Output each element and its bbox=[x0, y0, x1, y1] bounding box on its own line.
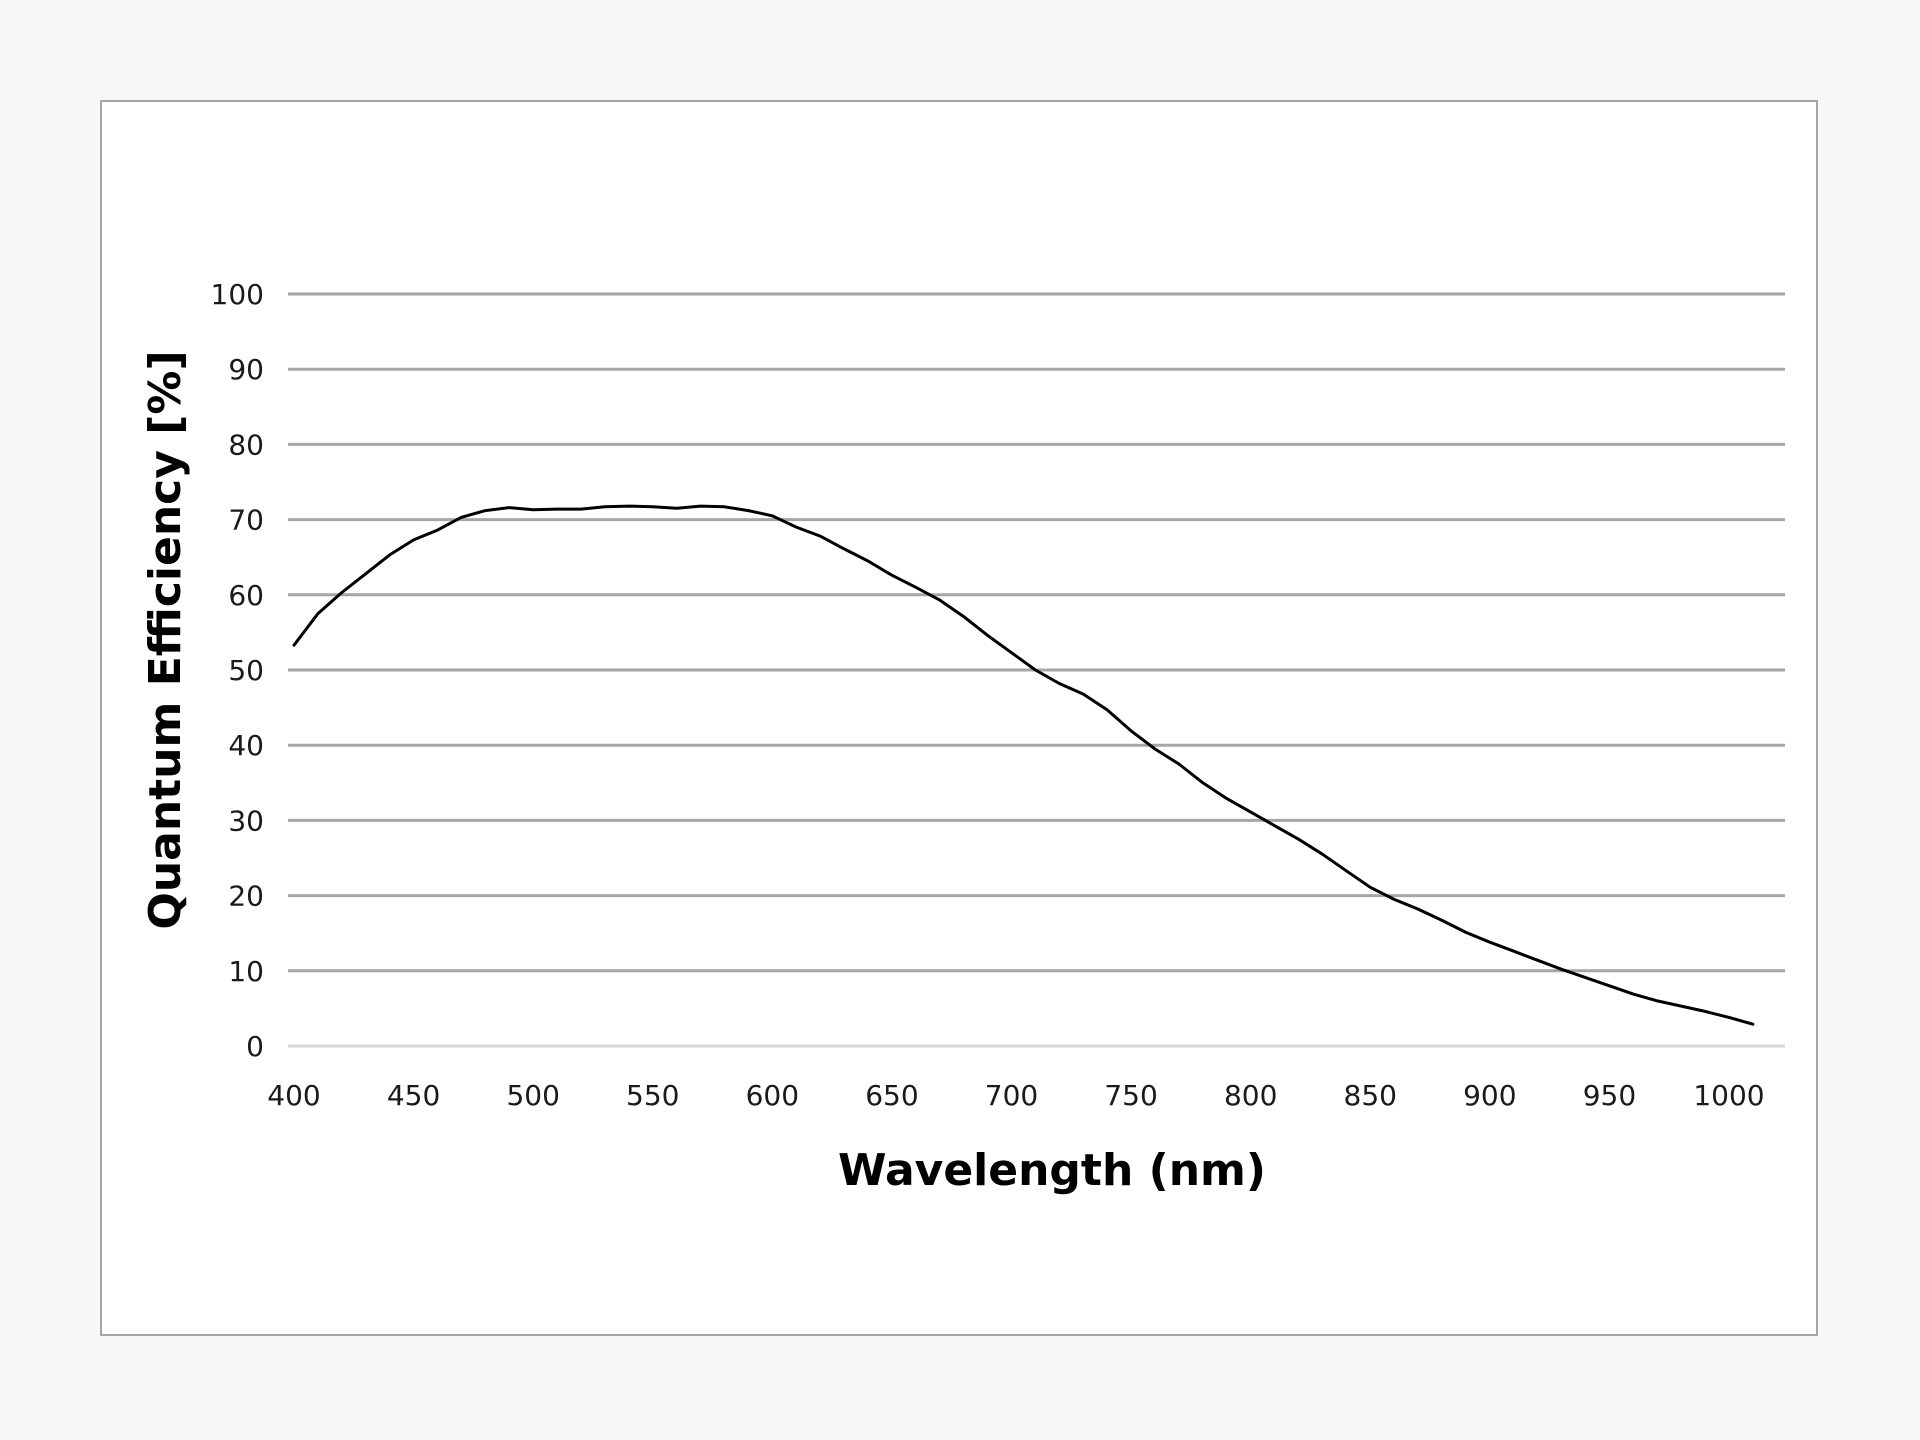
y-tick-label-70: 70 bbox=[228, 504, 264, 537]
x-tick-label-650: 650 bbox=[865, 1079, 918, 1112]
x-tick-label-950: 950 bbox=[1583, 1079, 1636, 1112]
y-tick-label-60: 60 bbox=[228, 579, 264, 612]
y-tick-label-40: 40 bbox=[228, 729, 264, 762]
x-tick-label-750: 750 bbox=[1104, 1079, 1157, 1112]
y-tick-labels: 0 10 20 30 40 50 60 70 80 90 100 bbox=[211, 278, 264, 1063]
x-tick-label-800: 800 bbox=[1224, 1079, 1277, 1112]
x-tick-label-900: 900 bbox=[1463, 1079, 1516, 1112]
y-tick-label-20: 20 bbox=[228, 880, 264, 913]
x-tick-label-400: 400 bbox=[267, 1079, 320, 1112]
series-line-quantum-efficiency bbox=[292, 504, 1755, 1026]
y-tick-label-30: 30 bbox=[228, 804, 264, 837]
y-tick-label-90: 90 bbox=[228, 353, 264, 386]
y-tick-label-0: 0 bbox=[246, 1030, 264, 1063]
x-tick-label-850: 850 bbox=[1344, 1079, 1397, 1112]
x-tick-label-500: 500 bbox=[506, 1079, 559, 1112]
y-tick-label-50: 50 bbox=[228, 654, 264, 687]
x-tick-label-600: 600 bbox=[746, 1079, 799, 1112]
x-tick-label-700: 700 bbox=[985, 1079, 1038, 1112]
y-tick-label-100: 100 bbox=[211, 278, 264, 311]
y-tick-label-10: 10 bbox=[228, 955, 264, 988]
chart-frame: 0 10 20 30 40 50 60 70 80 90 100 400 450 500 550 600 65… bbox=[100, 100, 1818, 1336]
x-tick-labels: 400 450 500 550 600 650 700 750 800 850 900 950 1000 bbox=[267, 1079, 1764, 1112]
y-tick-label-80: 80 bbox=[228, 428, 264, 461]
x-tick-label-550: 550 bbox=[626, 1079, 679, 1112]
y-axis-title: Quantum Efficiency [%] bbox=[140, 350, 191, 929]
qe-line-chart: 0 10 20 30 40 50 60 70 80 90 100 400 450 500 550 600 65… bbox=[140, 278, 1785, 1196]
x-tick-label-1000: 1000 bbox=[1693, 1079, 1764, 1112]
x-axis-title: Wavelength (nm) bbox=[838, 1145, 1266, 1196]
x-tick-label-450: 450 bbox=[387, 1079, 440, 1112]
